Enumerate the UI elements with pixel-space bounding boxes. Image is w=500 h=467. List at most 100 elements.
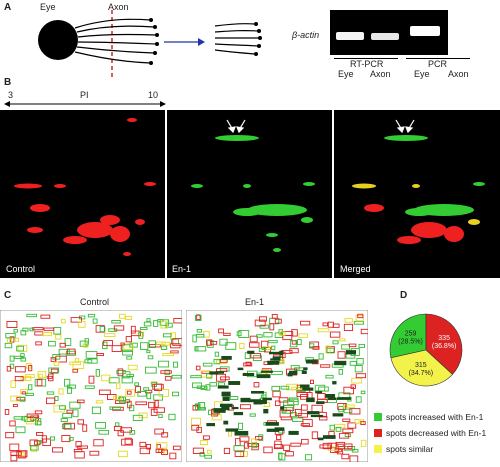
spot-outline [349, 361, 357, 366]
spot-outline [146, 392, 152, 400]
spot-dark [303, 367, 308, 371]
legend-swatch-similar [374, 445, 382, 453]
spot-outline [213, 358, 221, 365]
spot-outline [276, 434, 282, 440]
spot-outline [77, 419, 84, 425]
legend-label-decreased: spots decreased with En-1 [386, 428, 487, 438]
spot-outline [256, 334, 263, 338]
spot-outline [209, 382, 217, 387]
spot-dark [231, 406, 239, 410]
spot-outline [339, 432, 350, 439]
spot-outline [155, 442, 168, 449]
spot-outline [120, 427, 132, 433]
spot-outline [211, 413, 222, 421]
spotmap-title-control: Control [80, 297, 110, 307]
spot-outline [113, 425, 123, 432]
spot-outline [55, 334, 62, 340]
spot-dark [217, 385, 229, 389]
spot-outline [249, 335, 258, 343]
spot-dark [328, 397, 337, 401]
spot-outline [194, 346, 199, 352]
spot-dark [206, 423, 216, 427]
spot-outline [145, 366, 157, 374]
spot-outline [160, 370, 172, 374]
spot-outline [162, 333, 172, 338]
spot-outline [300, 423, 310, 427]
spot-outline [156, 341, 166, 345]
spot-outline [255, 435, 263, 441]
spot-outline [62, 413, 73, 419]
spot-outline [269, 323, 275, 331]
spot-outline [239, 436, 250, 442]
spot-outline [59, 342, 66, 348]
spot-outline [161, 432, 169, 438]
spot-outline [282, 335, 293, 341]
spot-outline [289, 340, 298, 348]
spot-outline [64, 338, 72, 346]
spot-dark [299, 384, 310, 388]
spot-outline [206, 449, 212, 454]
spot-outline [37, 371, 47, 378]
spot-outline [204, 454, 212, 459]
spot-outline [66, 348, 76, 355]
spot-dark [269, 351, 280, 355]
spot-outline [111, 345, 122, 352]
spot-outline [48, 340, 56, 347]
spot-dark [322, 435, 336, 439]
spot-outline [53, 361, 60, 366]
spot-outline [50, 368, 59, 374]
spot-outline [332, 340, 339, 345]
spot-outline [351, 448, 359, 453]
spot-outline [349, 408, 361, 415]
axon-label: Axon [108, 2, 129, 12]
spot-outline [192, 334, 197, 343]
gel-merged [334, 110, 500, 278]
spot-outline [342, 428, 354, 434]
spot-outline [268, 339, 278, 344]
spot-outline [158, 360, 170, 368]
eye-label: Eye [40, 2, 56, 12]
spot-outline [13, 328, 18, 333]
spot-outline [130, 330, 141, 337]
spot-outline [225, 342, 237, 350]
spot-outline [216, 373, 226, 382]
spot-outline [360, 439, 367, 447]
pie-percent-increased: (28.5%) [398, 339, 423, 346]
spot-outline [249, 413, 256, 417]
spot-outline [263, 402, 271, 407]
spot-outline [337, 443, 344, 447]
spot-outline [130, 325, 136, 334]
spot-outline [195, 403, 201, 411]
caption-merged: Merged [340, 264, 371, 274]
spot-outline [98, 429, 109, 435]
spot-outline [206, 373, 213, 379]
spot-outline [320, 364, 331, 368]
spot-outline [15, 426, 26, 434]
spot-dark [317, 437, 324, 441]
spot-outline [132, 414, 143, 421]
spot-outline [124, 437, 132, 445]
spot-outline [258, 316, 267, 322]
spot-outline [148, 340, 156, 349]
spot-outline [279, 331, 286, 336]
spot-outline [46, 391, 55, 395]
ph-arrow [4, 101, 166, 107]
spot-outline [155, 448, 163, 453]
spot-outline [95, 400, 104, 404]
spot-outline [192, 447, 204, 454]
spot-outline [355, 373, 367, 379]
spot-outline [154, 400, 159, 408]
spot-outline [347, 446, 353, 450]
spot-outline [198, 402, 206, 410]
spot-outline [216, 359, 227, 364]
spot-outline [138, 332, 144, 339]
spot-outline [117, 450, 128, 458]
spot-outline [195, 365, 201, 371]
spot-outline [338, 368, 344, 375]
spot-outline [247, 443, 260, 447]
spot-dark [221, 405, 230, 411]
spot-outline [28, 365, 33, 372]
spot-outline [117, 368, 124, 377]
spot-outline [158, 389, 169, 397]
spot-outline [113, 395, 122, 401]
